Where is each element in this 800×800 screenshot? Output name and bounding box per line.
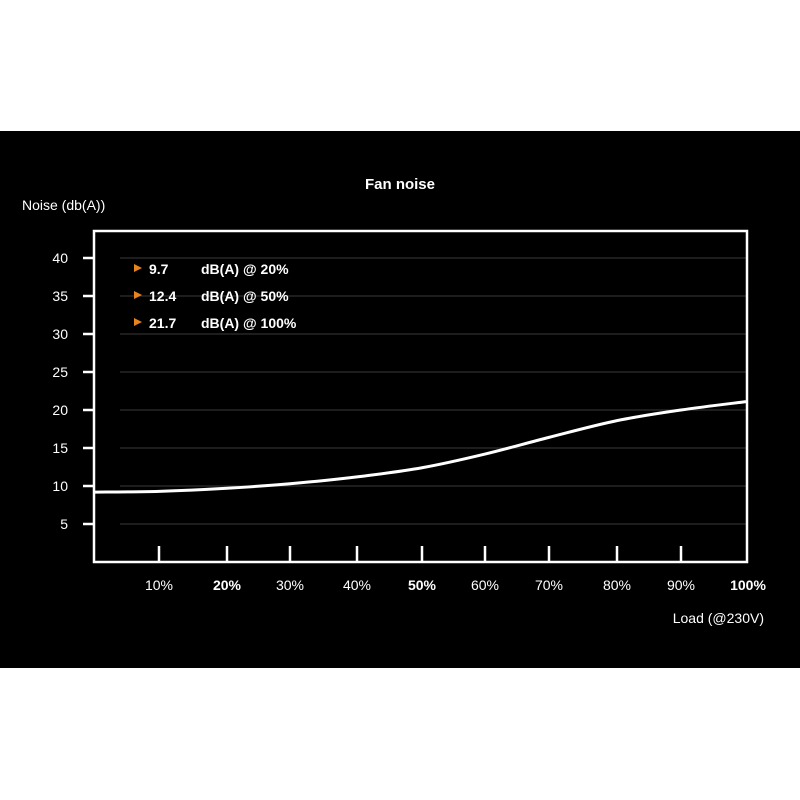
x-tick-label: 10% bbox=[145, 577, 173, 593]
x-tick-label: 90% bbox=[667, 577, 695, 593]
y-tick-label: 20 bbox=[52, 402, 68, 418]
chart-background bbox=[0, 131, 800, 668]
y-tick-label: 30 bbox=[52, 326, 68, 342]
arrow-marker-icon bbox=[134, 291, 142, 299]
annotation-text: dB(A) @ 20% bbox=[201, 261, 289, 277]
x-tick-label: 40% bbox=[343, 577, 371, 593]
y-tick-label: 25 bbox=[52, 364, 68, 380]
x-tick-label: 30% bbox=[276, 577, 304, 593]
x-tick-label: 80% bbox=[603, 577, 631, 593]
series-line bbox=[93, 400, 747, 494]
plot-frame bbox=[92, 229, 749, 564]
annotation-value: 12.4 bbox=[149, 288, 176, 304]
x-tick-label: 50% bbox=[408, 577, 437, 593]
y-axis-label: Noise (db(A)) bbox=[22, 197, 105, 213]
y-tick-label: 15 bbox=[52, 440, 68, 456]
annotation-text: dB(A) @ 50% bbox=[201, 288, 289, 304]
x-tick-label: 100% bbox=[730, 577, 766, 593]
x-axis-label: Load (@230V) bbox=[673, 610, 764, 626]
x-tick-label: 60% bbox=[471, 577, 499, 593]
chart-title: Fan noise bbox=[365, 176, 435, 193]
arrow-marker-icon bbox=[134, 318, 142, 326]
y-tick-label: 35 bbox=[52, 288, 68, 304]
arrow-marker-icon bbox=[134, 264, 142, 272]
annotation-value: 9.7 bbox=[149, 261, 169, 277]
x-tick-label: 20% bbox=[213, 577, 242, 593]
x-tick-label: 70% bbox=[535, 577, 563, 593]
annotation-text: dB(A) @ 100% bbox=[201, 315, 297, 331]
annotation-value: 21.7 bbox=[149, 315, 176, 331]
y-tick-label: 40 bbox=[52, 250, 68, 266]
y-tick-label: 5 bbox=[60, 516, 68, 532]
y-tick-label: 10 bbox=[52, 478, 68, 494]
